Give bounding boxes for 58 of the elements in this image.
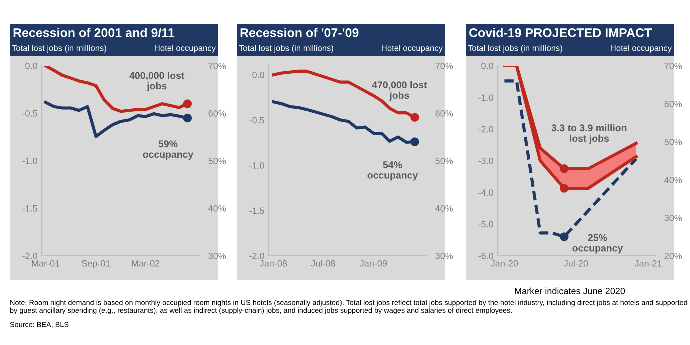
chart-title: Covid-19 PROJECTED IMPACT <box>470 28 652 38</box>
annotation: 54% occupancy <box>368 162 418 181</box>
x-tick-label: Jul-20 <box>564 260 588 267</box>
x-tick-label: Jan-08 <box>260 260 288 267</box>
annotation: 25% occupancy <box>572 234 624 254</box>
y2-tick-label: 40% <box>664 176 682 184</box>
x-tick-label: Mar-01 <box>32 260 60 267</box>
y-tick-label: -4.0 <box>478 190 494 196</box>
y-tick-label: -2.0 <box>250 252 264 260</box>
y2-tick-label: 50% <box>436 158 454 164</box>
annotation: 470,000 lost jobs <box>372 81 428 101</box>
y2-tick-label: 70% <box>208 62 226 70</box>
y2-tick-label: 30% <box>208 252 226 260</box>
y-tick-label: -6.0 <box>478 252 494 260</box>
chart-title: Recession of '07-'09 <box>240 28 359 38</box>
y-tick-label: 0.0 <box>26 62 38 70</box>
y2-tick-label: 30% <box>664 214 682 222</box>
y-tick-label: -1.5 <box>22 206 38 212</box>
y-tick-label: -0.5 <box>22 110 38 117</box>
y-tick-label: -2.0 <box>478 126 494 133</box>
y2-tick-label: 50% <box>664 138 682 146</box>
x-tick-label: Jul-08 <box>311 260 336 267</box>
y2-tick-label: 40% <box>208 205 226 212</box>
y-tick-label: 0.0 <box>482 62 494 70</box>
x-tick-label: Mar-02 <box>132 260 160 267</box>
y2-tick-label: 50% <box>208 158 226 164</box>
y2-tick-label: 40% <box>436 205 454 212</box>
y2-tick-label: 70% <box>436 62 454 70</box>
x-tick-label: Sep-01 <box>82 260 110 269</box>
y-tick-label: -0.5 <box>250 117 264 124</box>
y-tick-label: -1.0 <box>22 158 38 164</box>
x-tick-label: Jan-09 <box>360 260 388 267</box>
y-axis-title: Total lost jobs (in millions) <box>239 45 334 53</box>
y-axis-title: Total lost jobs (in millions) <box>12 45 106 53</box>
annotation: 400,000 lost jobs <box>130 72 185 92</box>
y2-tick-label: 20% <box>664 252 682 260</box>
y-tick-label: -1.0 <box>250 162 264 169</box>
y2-axis-title: Hotel occupancy <box>611 45 672 53</box>
y-tick-label: 0.0 <box>252 72 264 78</box>
y-axis-title: Total lost jobs (in millions) <box>468 45 562 53</box>
text: Marker indicates June 2020 <box>515 288 626 294</box>
y2-axis-title: Hotel occupancy <box>382 45 443 53</box>
y-tick-label: -3.0 <box>478 158 494 164</box>
y2-axis-title: Hotel occupancy <box>155 45 216 53</box>
x-tick-label: Jan-21 <box>634 260 662 267</box>
chart-title: Recession of 2001 and 9/11 <box>14 28 175 38</box>
y2-tick-label: 60% <box>436 110 454 117</box>
y2-tick-label: 60% <box>664 100 682 108</box>
y-tick-label: -1.5 <box>250 208 264 214</box>
y-tick-label: -1.0 <box>478 94 494 102</box>
y2-tick-label: 60% <box>208 110 226 117</box>
annotation: 59% occupancy <box>143 140 194 160</box>
y-tick-label: -5.0 <box>478 221 494 228</box>
y2-tick-label: 70% <box>664 62 682 70</box>
annotation: 3.3 to 3.9 million lost jobs <box>552 124 627 144</box>
y-tick-label: -2.0 <box>22 252 38 260</box>
x-tick-label: Jan-20 <box>491 260 518 267</box>
y2-tick-label: 30% <box>436 252 454 260</box>
